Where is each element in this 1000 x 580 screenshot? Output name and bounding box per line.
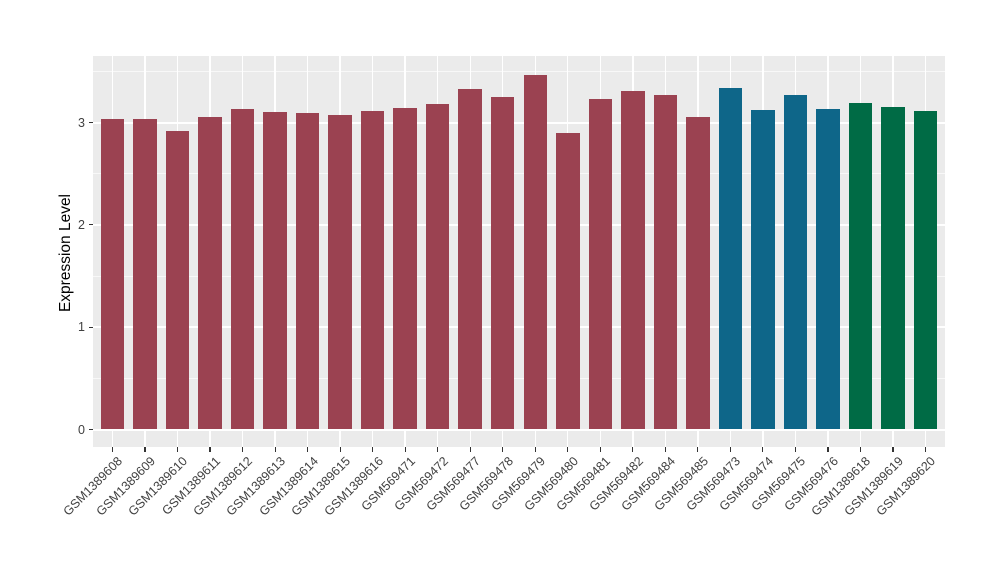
bar — [653, 94, 678, 430]
x-tick-mark — [859, 447, 862, 452]
y-tick-mark — [88, 326, 93, 328]
minor-gridline — [93, 173, 945, 175]
bar — [621, 90, 645, 430]
x-tick-mark — [632, 447, 634, 452]
plot-panel — [93, 56, 945, 447]
x-tick-mark — [274, 447, 276, 452]
bar — [133, 118, 157, 430]
major-gridline — [93, 428, 945, 431]
bar — [523, 74, 547, 430]
x-tick-mark — [176, 447, 179, 452]
major-gridline — [93, 223, 945, 226]
bar — [230, 109, 255, 430]
bar — [816, 109, 840, 430]
minor-gridline — [93, 377, 945, 379]
bar — [165, 130, 190, 430]
x-tick-mark — [729, 447, 731, 452]
x-tick-mark — [307, 447, 309, 452]
bar — [360, 111, 385, 430]
bar — [718, 87, 743, 430]
bar — [295, 113, 320, 430]
y-tick-mark — [88, 428, 93, 431]
x-tick-mark — [794, 447, 796, 452]
x-tick-mark — [697, 447, 699, 452]
x-tick-mark — [534, 447, 536, 452]
bar — [100, 118, 125, 430]
x-tick-mark — [372, 447, 374, 452]
major-gridline — [93, 121, 945, 124]
bar — [458, 88, 482, 430]
bar — [263, 112, 287, 430]
bar — [751, 110, 775, 430]
x-tick-mark — [339, 447, 341, 452]
x-tick-mark — [437, 447, 439, 452]
x-tick-mark — [111, 447, 114, 452]
bar — [913, 111, 938, 430]
x-tick-mark — [209, 447, 211, 452]
x-tick-mark — [762, 447, 764, 452]
minor-gridline — [93, 275, 945, 277]
y-tick-mark — [88, 224, 93, 226]
minor-gridline — [93, 70, 945, 72]
y-tick-label: 3 — [78, 115, 85, 130]
x-tick-mark — [502, 447, 504, 452]
y-tick-label: 0 — [78, 422, 85, 437]
x-tick-mark — [241, 447, 244, 452]
x-tick-mark — [144, 447, 146, 452]
bar — [490, 97, 515, 430]
y-axis-title: Expression Level — [57, 193, 74, 313]
bar — [198, 117, 222, 430]
y-tick-label: 1 — [78, 320, 85, 335]
bar — [425, 104, 450, 430]
x-tick-mark — [827, 447, 829, 452]
y-tick-label: 2 — [78, 217, 85, 232]
x-tick-mark — [924, 447, 927, 452]
bar — [848, 103, 873, 430]
x-tick-mark — [664, 447, 666, 452]
bar — [881, 107, 905, 430]
x-tick-mark — [599, 447, 601, 452]
bar — [588, 99, 613, 430]
bar — [556, 132, 580, 430]
bar — [686, 117, 710, 430]
x-tick-mark — [404, 447, 406, 452]
x-tick-mark — [469, 447, 471, 452]
bar — [328, 115, 352, 430]
x-tick-mark — [892, 447, 894, 452]
y-tick-mark — [88, 122, 93, 124]
bar — [393, 108, 417, 430]
bar — [783, 94, 808, 430]
major-gridline — [93, 326, 945, 329]
x-tick-mark — [567, 447, 569, 452]
